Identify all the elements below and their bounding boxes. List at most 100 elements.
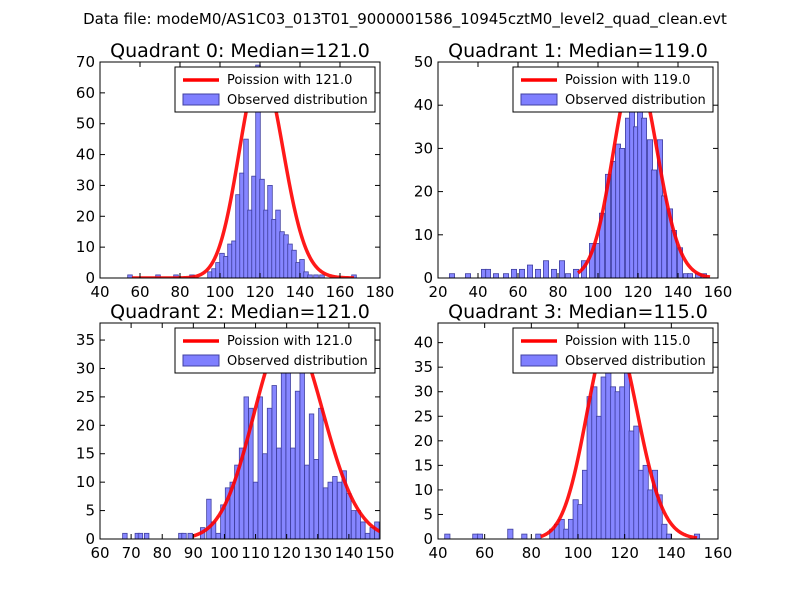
legend-bar-label-quadrant-1: Observed distribution bbox=[565, 93, 706, 108]
x-tick-label: 60 bbox=[475, 544, 494, 562]
histogram-bar bbox=[543, 260, 550, 278]
y-tick-label: 70 bbox=[76, 53, 95, 71]
panel-title-quadrant-3: Quadrant 3: Median=115.0 bbox=[448, 301, 708, 323]
x-tick-label: 40 bbox=[428, 544, 447, 562]
histogram-bar bbox=[507, 528, 514, 539]
panel-quadrant-0: Quadrant 0: Median=121.0 40 60 80 100 120 140… bbox=[76, 40, 394, 301]
bars-quadrant-0 bbox=[127, 64, 357, 278]
histogram-bar bbox=[336, 481, 343, 539]
legend-bar-swatch-quadrant-3 bbox=[520, 354, 558, 367]
x-tick-label: 80 bbox=[170, 283, 189, 301]
axes-frame-quadrant-1 bbox=[437, 61, 719, 279]
y-tick-label: 30 bbox=[414, 383, 433, 401]
x-tick-label: 100 bbox=[584, 283, 613, 301]
y-tick-label: 10 bbox=[76, 473, 95, 491]
x-tick-label: 70 bbox=[122, 544, 141, 562]
x-tick-label: 40 bbox=[468, 283, 487, 301]
ticks-quadrant-0: 40 60 80 100 120 140 160 180 0 10 20 30 40 50 60 70 bbox=[76, 53, 394, 301]
x-tick-label: 60 bbox=[508, 283, 527, 301]
ticks-quadrant-2: 60 70 80 90 100 110 120 130 140 150 0 5 10 15 20 25 30 35 bbox=[76, 323, 394, 562]
x-tick-label: 60 bbox=[130, 283, 149, 301]
histogram-bar bbox=[294, 390, 301, 539]
histogram-bar bbox=[360, 521, 366, 539]
histogram-bar bbox=[308, 413, 315, 539]
panel-quadrant-1: Quadrant 1: Median=119.0 20 40 60 80 100 120 1… bbox=[414, 40, 732, 301]
x-tick-label: 110 bbox=[241, 544, 270, 562]
histogram-bar bbox=[565, 273, 572, 278]
x-tick-label: 20 bbox=[428, 283, 447, 301]
legend-fit-label-quadrant-0: Poission with 121.0 bbox=[227, 73, 352, 88]
x-tick-label: 60 bbox=[90, 544, 109, 562]
panel-title-quadrant-2: Quadrant 2: Median=121.0 bbox=[110, 301, 370, 323]
histogram-bar bbox=[322, 487, 329, 539]
histogram-bar bbox=[257, 396, 263, 539]
x-tick-label: 90 bbox=[184, 544, 203, 562]
y-tick-label: 50 bbox=[414, 53, 433, 71]
x-tick-label: 100 bbox=[564, 544, 593, 562]
histogram-bar bbox=[661, 195, 668, 278]
histogram-bar bbox=[262, 453, 268, 539]
histogram-bar bbox=[271, 385, 277, 539]
y-tick-label: 0 bbox=[85, 530, 95, 548]
x-tick-label: 100 bbox=[210, 544, 239, 562]
panel-quadrant-3: Quadrant 3: Median=115.0 40 60 80 100 120 140… bbox=[414, 301, 732, 562]
legend-fit-label-quadrant-3: Poission with 115.0 bbox=[565, 334, 690, 349]
x-tick-label: 140 bbox=[286, 283, 315, 301]
histogram-bar bbox=[266, 407, 273, 539]
x-tick-label: 120 bbox=[610, 544, 639, 562]
histogram-bar bbox=[280, 362, 287, 539]
y-tick-label: 15 bbox=[76, 445, 95, 463]
y-tick-label: 25 bbox=[414, 407, 433, 425]
histogram-bar bbox=[551, 268, 558, 278]
x-tick-label: 140 bbox=[657, 544, 686, 562]
histogram-bar bbox=[519, 268, 526, 278]
histogram-bar bbox=[346, 493, 352, 539]
y-tick-label: 15 bbox=[414, 456, 433, 474]
x-tick-label: 160 bbox=[704, 283, 733, 301]
y-tick-label: 60 bbox=[76, 84, 95, 102]
x-tick-label: 180 bbox=[366, 283, 395, 301]
histogram-bar bbox=[243, 396, 249, 539]
x-tick-label: 100 bbox=[206, 283, 235, 301]
panel-title-quadrant-1: Quadrant 1: Median=119.0 bbox=[448, 40, 708, 62]
histogram-bar bbox=[318, 407, 324, 539]
histogram-bar bbox=[573, 268, 580, 278]
x-tick-label: 160 bbox=[326, 283, 355, 301]
histogram-bar bbox=[255, 64, 261, 278]
histogram-bar bbox=[285, 368, 291, 539]
y-tick-label: 0 bbox=[423, 269, 433, 287]
legend-quadrant-3: Poission with 115.0 Observed distributio… bbox=[512, 327, 714, 374]
axes-frame-quadrant-0 bbox=[99, 61, 381, 279]
legend-quadrant-0: Poission with 121.0 Observed distributio… bbox=[174, 66, 376, 113]
y-tick-label: 40 bbox=[76, 146, 95, 164]
y-tick-label: 30 bbox=[76, 359, 95, 377]
histogram-bar bbox=[521, 533, 528, 539]
x-tick-label: 120 bbox=[246, 283, 275, 301]
ticks-quadrant-3: 40 60 80 100 120 140 160 0 5 10 15 20 25 30 35 40 bbox=[414, 323, 732, 562]
histogram-bar bbox=[661, 523, 668, 539]
histogram-bar bbox=[319, 274, 325, 278]
histogram-bar bbox=[641, 117, 648, 278]
histogram-bar bbox=[364, 532, 371, 539]
panel-title-quadrant-0: Quadrant 0: Median=121.0 bbox=[110, 40, 370, 62]
x-tick-label: 120 bbox=[624, 283, 653, 301]
y-tick-label: 20 bbox=[76, 207, 95, 225]
legend-fit-label-quadrant-2: Poission with 121.0 bbox=[227, 334, 352, 349]
x-tick-label: 150 bbox=[366, 544, 395, 562]
histogram-bar bbox=[187, 532, 193, 539]
y-tick-label: 20 bbox=[414, 432, 433, 450]
y-tick-label: 40 bbox=[414, 96, 433, 114]
legend-quadrant-2: Poission with 121.0 Observed distributio… bbox=[174, 327, 376, 374]
panel-quadrant-2: Quadrant 2: Median=121.0 60 70 80 90 100 110 1… bbox=[76, 301, 394, 562]
y-tick-label: 20 bbox=[76, 416, 95, 434]
histogram-bar bbox=[651, 169, 658, 278]
bars-quadrant-1 bbox=[448, 70, 708, 278]
histogram-bar bbox=[276, 447, 282, 539]
y-tick-label: 5 bbox=[85, 502, 95, 520]
y-tick-label: 35 bbox=[76, 331, 95, 349]
histogram-bar bbox=[137, 532, 144, 539]
histogram-bar bbox=[687, 273, 694, 278]
x-tick-label: 140 bbox=[664, 283, 693, 301]
